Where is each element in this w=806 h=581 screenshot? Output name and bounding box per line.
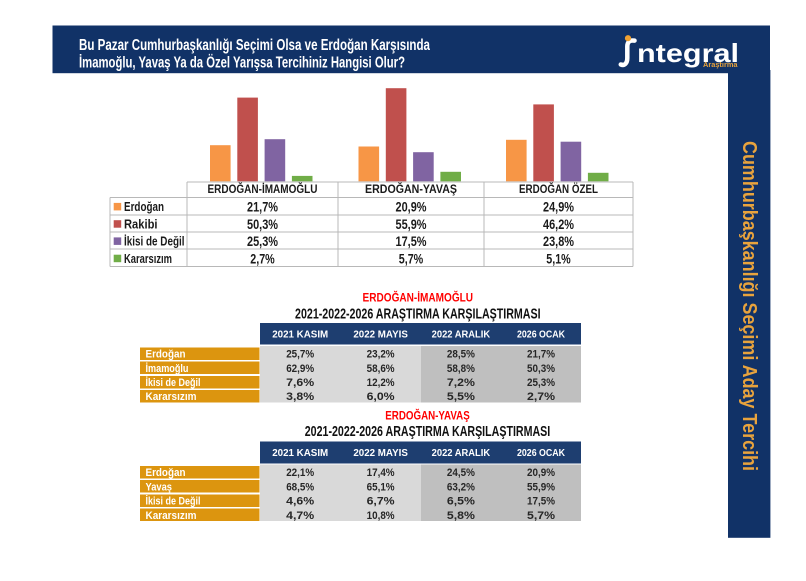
svg-text:5,5%: 5,5% — [447, 391, 475, 403]
svg-text:2022 MAYIS: 2022 MAYIS — [353, 328, 408, 340]
svg-text:ERDOĞAN ÖZEL: ERDOĞAN ÖZEL — [519, 183, 598, 196]
svg-text:ntegral: ntegral — [637, 38, 739, 68]
svg-text:68,5%: 68,5% — [286, 481, 314, 493]
svg-text:5,7%: 5,7% — [527, 510, 555, 522]
svg-text:10,8%: 10,8% — [367, 510, 395, 522]
svg-text:ERDOĞAN-İMAMOĞLU: ERDOĞAN-İMAMOĞLU — [208, 183, 318, 196]
svg-text:İmamoğlu: İmamoğlu — [146, 362, 189, 375]
svg-text:6,7%: 6,7% — [367, 496, 395, 508]
svg-text:Kararsızım: Kararsızım — [124, 251, 172, 266]
svg-text:17,5%: 17,5% — [396, 234, 427, 249]
svg-text:3,8%: 3,8% — [286, 391, 314, 403]
svg-text:Rakibi: Rakibi — [124, 217, 158, 232]
svg-text:21,7%: 21,7% — [247, 200, 278, 215]
svg-text:Bu Pazar Cumhurbaşkanlığı Seçi: Bu Pazar Cumhurbaşkanlığı Seçimi Olsa ve… — [79, 37, 430, 54]
svg-text:İkisi de Değil: İkisi de Değil — [124, 234, 185, 249]
svg-text:4,6%: 4,6% — [286, 496, 314, 508]
svg-text:ERDOĞAN-İMAMOĞLU: ERDOĞAN-İMAMOĞLU — [363, 290, 474, 305]
svg-text:17,4%: 17,4% — [367, 467, 395, 479]
svg-text:Araştırma: Araştırma — [703, 60, 739, 69]
svg-text:5,8%: 5,8% — [447, 510, 475, 522]
svg-text:Kararsızım: Kararsızım — [146, 510, 197, 522]
svg-text:2026 OCAK: 2026 OCAK — [517, 447, 565, 459]
svg-text:62,9%: 62,9% — [286, 363, 314, 375]
svg-text:20,9%: 20,9% — [396, 200, 427, 215]
svg-text:25,3%: 25,3% — [247, 234, 278, 249]
svg-text:25,7%: 25,7% — [286, 349, 314, 361]
svg-text:50,3%: 50,3% — [527, 363, 555, 375]
svg-text:2021 KASIM: 2021 KASIM — [272, 447, 328, 459]
svg-text:7,6%: 7,6% — [286, 377, 314, 389]
svg-text:20,9%: 20,9% — [527, 467, 555, 479]
svg-text:2021-2022-2026 ARAŞTIRMA KARŞI: 2021-2022-2026 ARAŞTIRMA KARŞILAŞTIRMASI — [295, 307, 541, 323]
svg-text:55,9%: 55,9% — [527, 481, 555, 493]
svg-text:58,8%: 58,8% — [447, 363, 475, 375]
svg-text:ERDOĞAN-YAVAŞ: ERDOĞAN-YAVAŞ — [385, 407, 470, 422]
svg-text:İkisi de Değil: İkisi de Değil — [146, 495, 201, 508]
svg-text:50,3%: 50,3% — [247, 217, 278, 232]
svg-text:2021-2022-2026 ARAŞTIRMA KARŞI: 2021-2022-2026 ARAŞTIRMA KARŞILAŞTIRMASI — [305, 424, 551, 440]
svg-text:22,1%: 22,1% — [286, 467, 314, 479]
svg-text:23,8%: 23,8% — [543, 234, 574, 249]
svg-text:5,1%: 5,1% — [546, 251, 571, 266]
svg-text:6,0%: 6,0% — [367, 391, 395, 403]
svg-text:2022 ARALIK: 2022 ARALIK — [432, 447, 491, 459]
svg-text:Erdoğan: Erdoğan — [124, 199, 164, 214]
svg-text:2026 OCAK: 2026 OCAK — [517, 328, 565, 340]
svg-text:İkisi de Değil: İkisi de Değil — [146, 376, 201, 389]
svg-text:17,5%: 17,5% — [527, 496, 555, 508]
svg-text:2,7%: 2,7% — [250, 251, 275, 266]
svg-text:Kararsızım: Kararsızım — [146, 391, 197, 403]
svg-text:2,7%: 2,7% — [527, 391, 555, 403]
svg-text:Cumhurbaşkanlığı Seçimi Aday T: Cumhurbaşkanlığı Seçimi Aday Tercihi — [738, 141, 760, 471]
svg-text:7,2%: 7,2% — [447, 377, 475, 389]
svg-text:46,2%: 46,2% — [543, 217, 574, 232]
svg-text:12,2%: 12,2% — [367, 377, 395, 389]
svg-text:25,3%: 25,3% — [527, 377, 555, 389]
svg-text:6,5%: 6,5% — [447, 496, 475, 508]
svg-text:55,9%: 55,9% — [396, 217, 427, 232]
svg-text:58,6%: 58,6% — [367, 363, 395, 375]
svg-text:İmamoğlu, Yavaş Ya da Özel Yar: İmamoğlu, Yavaş Ya da Özel Yarışsa Terci… — [79, 54, 405, 71]
svg-text:63,2%: 63,2% — [447, 481, 475, 493]
svg-text:Yavaş: Yavaş — [146, 481, 173, 493]
svg-text:24,5%: 24,5% — [447, 467, 475, 479]
svg-text:5,7%: 5,7% — [399, 251, 424, 266]
svg-text:2021 KASIM: 2021 KASIM — [272, 328, 328, 340]
svg-text:65,1%: 65,1% — [367, 481, 395, 493]
svg-text:28,5%: 28,5% — [447, 349, 475, 361]
svg-text:Erdoğan: Erdoğan — [146, 467, 186, 479]
svg-text:21,7%: 21,7% — [527, 349, 555, 361]
svg-text:2022 ARALIK: 2022 ARALIK — [432, 328, 491, 340]
svg-text:2022 MAYIS: 2022 MAYIS — [353, 447, 408, 459]
svg-text:Erdoğan: Erdoğan — [146, 349, 186, 361]
svg-text:4,7%: 4,7% — [286, 510, 314, 522]
svg-text:23,2%: 23,2% — [367, 349, 395, 361]
svg-text:ERDOĞAN-YAVAŞ: ERDOĞAN-YAVAŞ — [365, 183, 457, 196]
svg-text:24,9%: 24,9% — [543, 200, 574, 215]
